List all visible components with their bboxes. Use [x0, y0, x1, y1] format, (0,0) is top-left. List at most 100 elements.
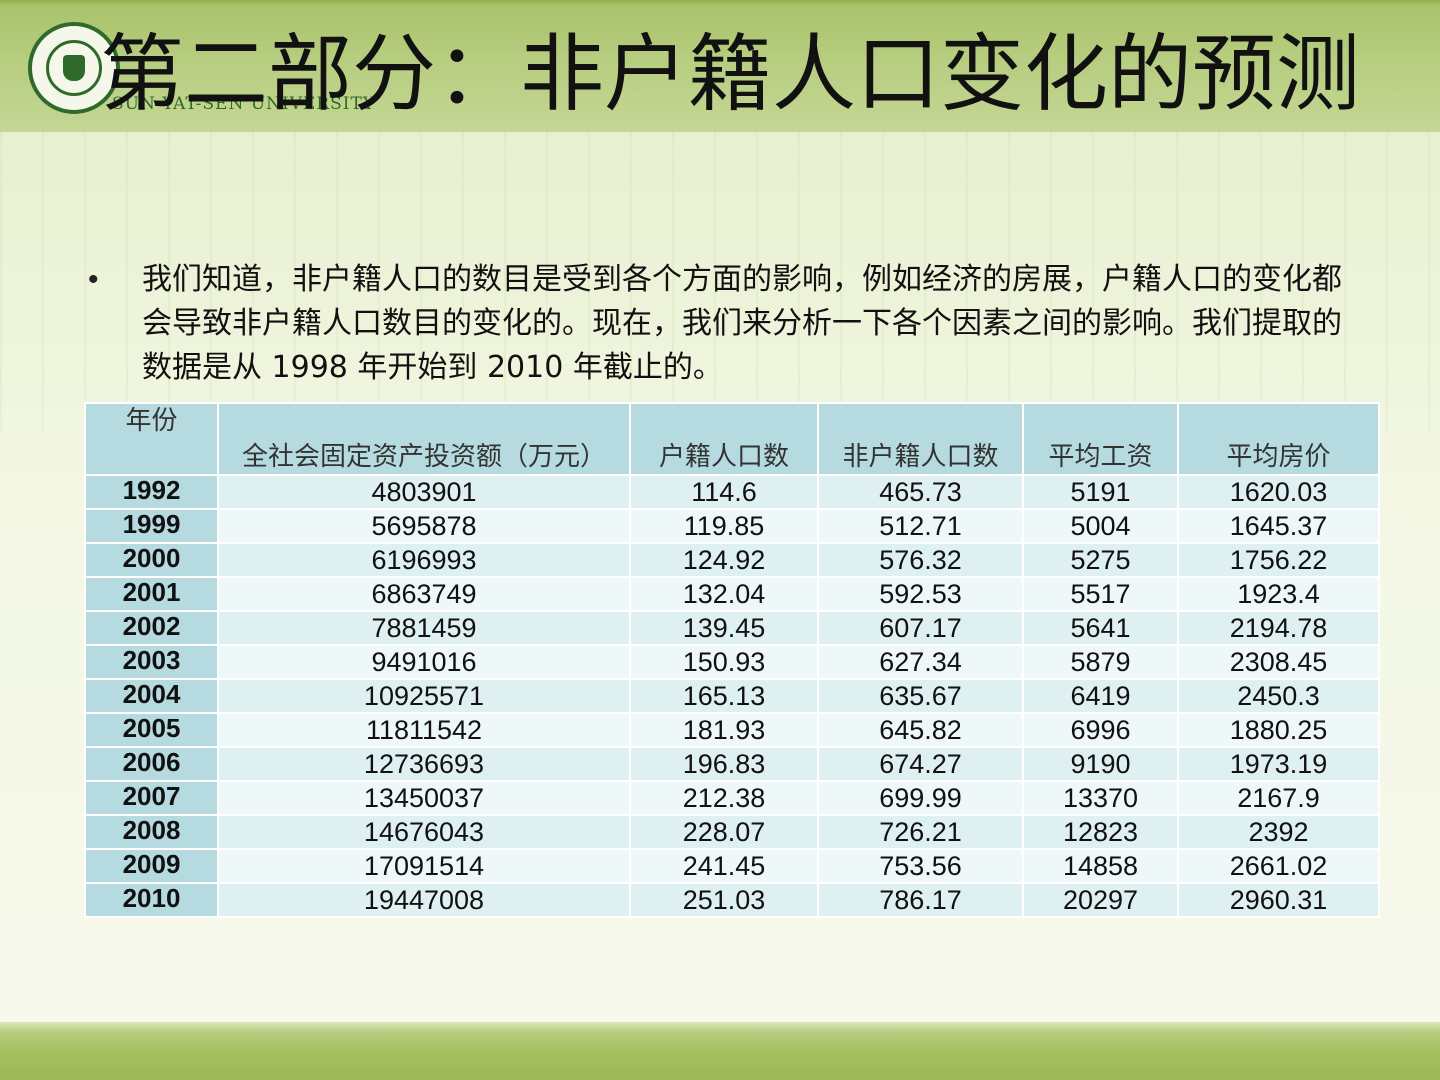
- year-cell: 2005: [84, 712, 219, 748]
- seal-emblem: [63, 55, 85, 81]
- column-header: 平均工资: [1022, 402, 1179, 476]
- table-cell: 212.38: [629, 780, 819, 816]
- table-cell: 9491016: [217, 644, 631, 680]
- table-header-row: 年份 全社会固定资产投资额（万元） 户籍人口数 非户籍人口数 平均工资 平均房价: [84, 402, 1380, 476]
- year-cell: 2007: [84, 780, 219, 816]
- background-stripes: [0, 132, 1440, 432]
- table-cell: 1756.22: [1177, 542, 1380, 578]
- table-cell: 786.17: [817, 882, 1024, 918]
- table-cell: 1973.19: [1177, 746, 1380, 782]
- table-cell: 465.73: [817, 474, 1024, 510]
- table-cell: 627.34: [817, 644, 1024, 680]
- seal-ring: [46, 40, 102, 96]
- table-cell: 13370: [1022, 780, 1179, 816]
- table-cell: 1620.03: [1177, 474, 1380, 510]
- table-cell: 5517: [1022, 576, 1179, 612]
- table-cell: 5641: [1022, 610, 1179, 646]
- table-cell: 181.93: [629, 712, 819, 748]
- table-row: 2000 6196993 124.92 576.32 5275 1756.22: [84, 542, 1380, 578]
- table-cell: 6196993: [217, 542, 631, 578]
- table-cell: 5004: [1022, 508, 1179, 544]
- table-cell: 196.83: [629, 746, 819, 782]
- table-cell: 1880.25: [1177, 712, 1380, 748]
- table-cell: 753.56: [817, 848, 1024, 884]
- table-cell: 124.92: [629, 542, 819, 578]
- table-cell: 2392: [1177, 814, 1380, 850]
- data-table: 年份 全社会固定资产投资额（万元） 户籍人口数 非户籍人口数 平均工资 平均房价…: [84, 402, 1380, 918]
- table-row: 2004 10925571 165.13 635.67 6419 2450.3: [84, 678, 1380, 714]
- table-row: 2005 11811542 181.93 645.82 6996 1880.25: [84, 712, 1380, 748]
- table-cell: 699.99: [817, 780, 1024, 816]
- table-cell: 17091514: [217, 848, 631, 884]
- table-cell: 645.82: [817, 712, 1024, 748]
- year-cell: 2001: [84, 576, 219, 612]
- table-cell: 6863749: [217, 576, 631, 612]
- header-band: [0, 0, 1440, 132]
- table-cell: 2167.9: [1177, 780, 1380, 816]
- table-row: 2003 9491016 150.93 627.34 5879 2308.45: [84, 644, 1380, 680]
- table-cell: 7881459: [217, 610, 631, 646]
- slide-title: 第二部分：非户籍人口变化的预测: [99, 25, 1360, 123]
- table-cell: 19447008: [217, 882, 631, 918]
- table-cell: 12823: [1022, 814, 1179, 850]
- table-cell: 6996: [1022, 712, 1179, 748]
- column-header: 户籍人口数: [629, 402, 819, 476]
- table-cell: 635.67: [817, 678, 1024, 714]
- table-row: 2002 7881459 139.45 607.17 5641 2194.78: [84, 610, 1380, 646]
- year-cell: 2009: [84, 848, 219, 884]
- footer-band: [0, 1022, 1440, 1080]
- table-cell: 251.03: [629, 882, 819, 918]
- year-cell: 2006: [84, 746, 219, 782]
- table-cell: 11811542: [217, 712, 631, 748]
- table-cell: 4803901: [217, 474, 631, 510]
- table-row: 1999 5695878 119.85 512.71 5004 1645.37: [84, 508, 1380, 544]
- table-cell: 10925571: [217, 678, 631, 714]
- year-cell: 1999: [84, 508, 219, 544]
- table-cell: 14676043: [217, 814, 631, 850]
- year-cell: 2008: [84, 814, 219, 850]
- table-cell: 2308.45: [1177, 644, 1380, 680]
- table-row: 2008 14676043 228.07 726.21 12823 2392: [84, 814, 1380, 850]
- table-cell: 241.45: [629, 848, 819, 884]
- column-header: 全社会固定资产投资额（万元）: [217, 402, 631, 476]
- table-cell: 14858: [1022, 848, 1179, 884]
- table-row: 2007 13450037 212.38 699.99 13370 2167.9: [84, 780, 1380, 816]
- table-cell: 2661.02: [1177, 848, 1380, 884]
- table-body: 1992 4803901 114.6 465.73 5191 1620.03 1999 569…: [84, 474, 1380, 918]
- table-cell: 9190: [1022, 746, 1179, 782]
- table-cell: 5191: [1022, 474, 1179, 510]
- year-cell: 2003: [84, 644, 219, 680]
- table-cell: 2450.3: [1177, 678, 1380, 714]
- table-row: 2009 17091514 241.45 753.56 14858 2661.02: [84, 848, 1380, 884]
- column-header: 平均房价: [1177, 402, 1380, 476]
- table-cell: 20297: [1022, 882, 1179, 918]
- table-cell: 5879: [1022, 644, 1179, 680]
- table-row: 2001 6863749 132.04 592.53 5517 1923.4: [84, 576, 1380, 612]
- table-cell: 592.53: [817, 576, 1024, 612]
- table-cell: 119.85: [629, 508, 819, 544]
- table-cell: 5695878: [217, 508, 631, 544]
- table-cell: 1645.37: [1177, 508, 1380, 544]
- table-cell: 1923.4: [1177, 576, 1380, 612]
- table-cell: 139.45: [629, 610, 819, 646]
- table-cell: 2194.78: [1177, 610, 1380, 646]
- year-cell: 2010: [84, 882, 219, 918]
- year-cell: 2002: [84, 610, 219, 646]
- table-cell: 2960.31: [1177, 882, 1380, 918]
- bullet-text: 我们知道，非户籍人口的数目是受到各个方面的影响，例如经济的房展，户籍人口的变化都…: [142, 262, 1342, 385]
- table-row: 2006 12736693 196.83 674.27 9190 1973.19: [84, 746, 1380, 782]
- column-header: 非户籍人口数: [817, 402, 1024, 476]
- year-cell: 2004: [84, 678, 219, 714]
- table-cell: 726.21: [817, 814, 1024, 850]
- year-cell: 1992: [84, 474, 219, 510]
- table-cell: 576.32: [817, 542, 1024, 578]
- table-row: 1992 4803901 114.6 465.73 5191 1620.03: [84, 474, 1380, 510]
- university-name: SUN YAT-SEN UNIVERSITY: [112, 94, 376, 114]
- table-cell: 607.17: [817, 610, 1024, 646]
- table-cell: 150.93: [629, 644, 819, 680]
- year-cell: 2000: [84, 542, 219, 578]
- table-cell: 132.04: [629, 576, 819, 612]
- bullet-icon: •: [88, 263, 99, 296]
- table-cell: 13450037: [217, 780, 631, 816]
- table-cell: 5275: [1022, 542, 1179, 578]
